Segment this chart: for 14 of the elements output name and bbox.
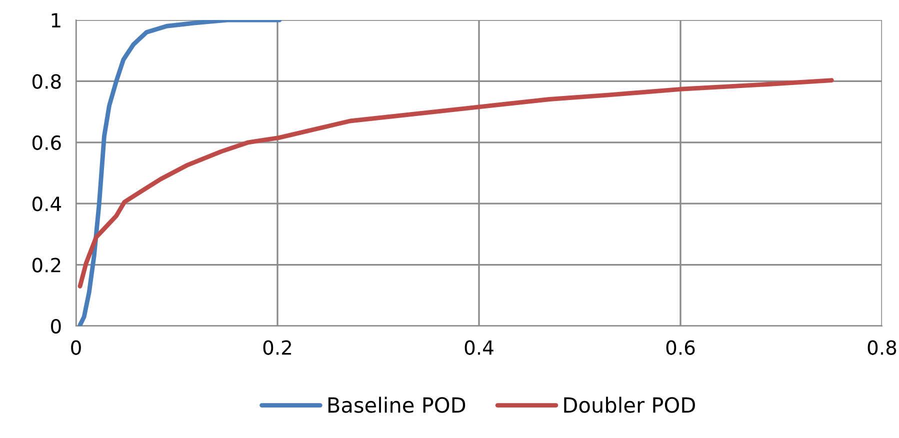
- y-tick-label: 1: [52, 13, 60, 28]
- x-tick-label: 0.2: [263, 340, 292, 355]
- line-series: [78, 78, 834, 288]
- y-tick-label: 0.4: [32, 196, 62, 212]
- x-tick-label: 0.8: [868, 340, 896, 355]
- legend-label: Doubler POD: [564, 396, 695, 413]
- x-tick-label: 0: [71, 340, 81, 355]
- x-tick-label: 0.6: [666, 340, 695, 355]
- y-tick-label: 0.2: [32, 258, 60, 272]
- legend-label: Baseline POD: [328, 396, 466, 413]
- y-tick-label: 0.6: [32, 135, 61, 150]
- y-tick-label: 0.8: [32, 74, 61, 89]
- y-tick-label: 0: [51, 318, 61, 334]
- x-tick-label: 0.4: [464, 340, 494, 355]
